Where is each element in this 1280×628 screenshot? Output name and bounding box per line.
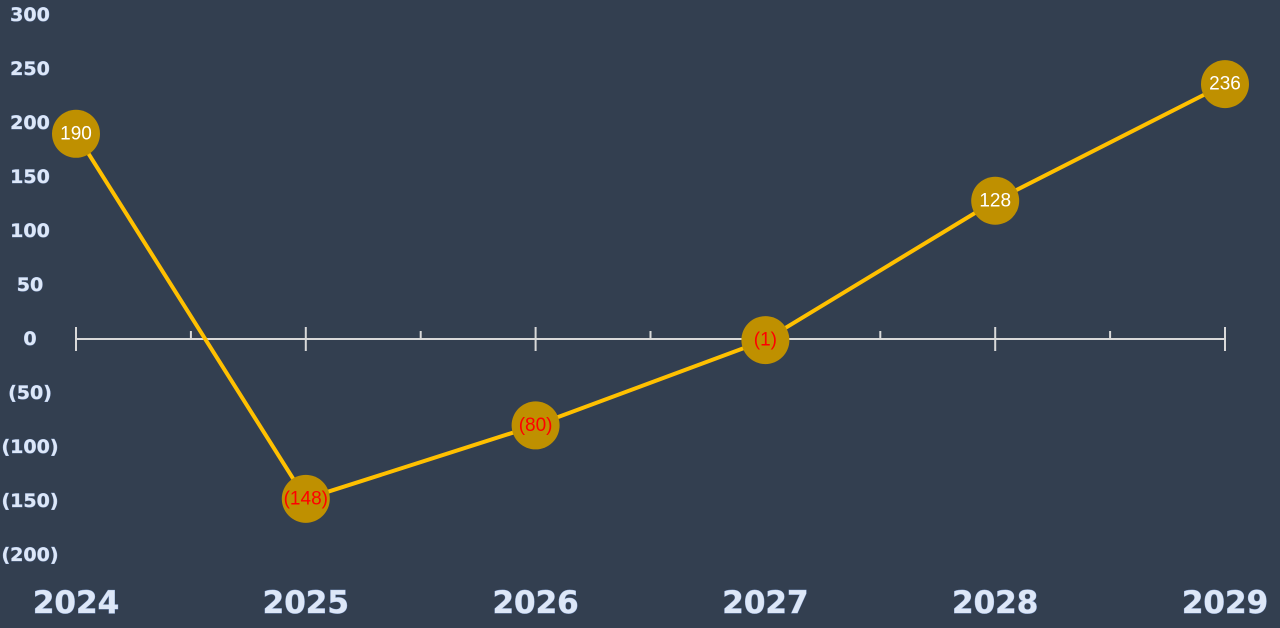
data-labels-layer: 190 (148) (80) (1) 128 236	[60, 74, 1241, 510]
data-point-marker	[1201, 60, 1249, 109]
y-tick-label: 50	[17, 274, 43, 296]
markers-layer	[52, 60, 1249, 523]
y-tick-label: (50)	[8, 382, 52, 404]
x-tick-label: 2024	[33, 585, 119, 621]
y-tick-label: 300	[10, 4, 50, 26]
y-tick-label: (200)	[1, 544, 58, 566]
data-point-marker	[741, 316, 790, 365]
y-tick-label: 100	[10, 220, 50, 242]
data-point-marker	[281, 474, 330, 523]
x-tick-label: 2027	[722, 585, 808, 621]
y-tick-label: 250	[10, 58, 50, 80]
data-label: (148)	[284, 488, 328, 509]
data-point-marker	[511, 401, 560, 450]
x-tick-label: 2025	[263, 585, 349, 621]
data-point-marker	[971, 176, 1020, 225]
y-tick-label: 150	[10, 166, 50, 188]
data-label: (80)	[519, 415, 553, 436]
x-axis	[75, 327, 1226, 351]
y-tick-label: (150)	[1, 490, 58, 512]
y-tick-label: 200	[10, 112, 50, 134]
x-tick-label: 2029	[1182, 585, 1268, 621]
x-tick-label: 2026	[492, 585, 578, 621]
y-axis-tick-labels: 300 250 200 150 100 50 0 (50) (100) (150) (200)	[1, 4, 59, 567]
data-label: 236	[1209, 74, 1241, 95]
data-label: (1)	[754, 330, 777, 351]
data-point-marker	[52, 109, 100, 158]
series-line	[74, 82, 1226, 501]
y-tick-label: 0	[23, 328, 36, 350]
x-axis-tick-labels: 2024 2025 2026 2027 2028 2029	[32, 585, 1268, 622]
data-label: 190	[60, 123, 92, 144]
y-tick-label: (100)	[1, 436, 58, 458]
series-layer	[74, 82, 1226, 501]
data-label: 128	[979, 190, 1011, 211]
x-tick-label: 2028	[952, 585, 1038, 621]
